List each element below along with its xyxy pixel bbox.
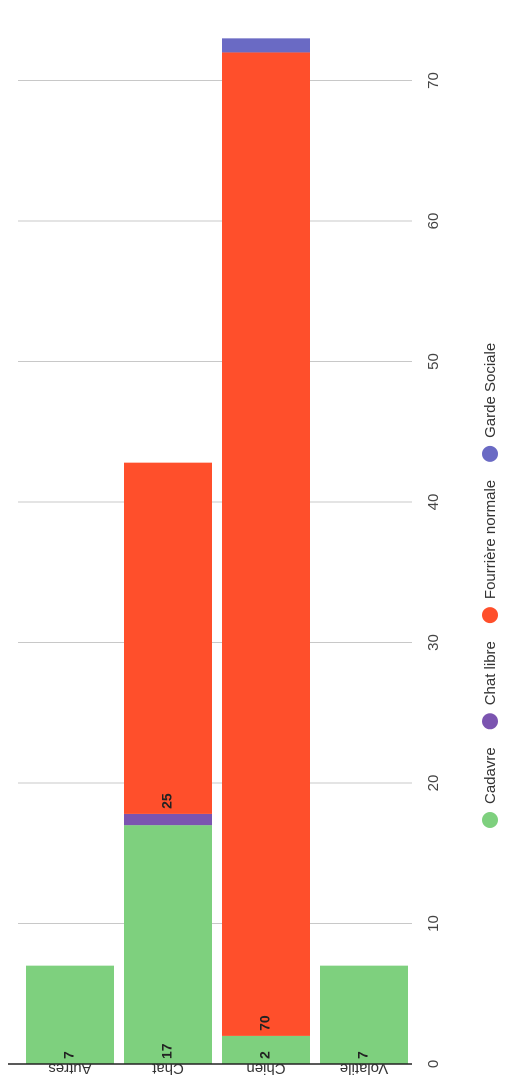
category-label-volatile: Volatile	[340, 1060, 388, 1077]
bar-chien-fourriere-normale	[222, 52, 310, 1036]
tick-label: 30	[425, 634, 442, 651]
legend-swatch	[482, 812, 498, 828]
bar-chat-fourriere-normale	[124, 462, 212, 814]
bar-autres-cadavre	[26, 965, 114, 1064]
data-label-chat-cadavre: 17	[159, 1043, 175, 1059]
category-label-autres: Autres	[48, 1060, 91, 1077]
bar-chat-cadavre	[124, 825, 212, 1064]
category-labels: Autres Chat Chien Volatile	[48, 1060, 388, 1077]
tick-label: 70	[425, 72, 442, 89]
bar-volatile-cadavre	[320, 965, 408, 1064]
tick-label: 10	[425, 915, 442, 932]
tick-labels: 0 10 20 30 40 50 60 70	[425, 72, 442, 1068]
legend-label: Garde Sociale	[482, 343, 499, 438]
tick-label: 50	[425, 353, 442, 370]
legend-item-fourriere-normale: Fourrière normale	[482, 480, 499, 624]
data-label-chat-fourriere-normale: 25	[159, 793, 175, 809]
legend-item-chat-libre: Chat libre	[482, 641, 499, 730]
category-label-chien: Chien	[246, 1060, 285, 1077]
legend-swatch	[482, 445, 498, 462]
bars	[26, 38, 408, 1064]
tick-label: 20	[425, 775, 442, 792]
legend-label: Chat libre	[482, 641, 499, 705]
data-label-chien-cadavre: 2	[257, 1051, 273, 1059]
data-label-autres-cadavre: 7	[61, 1051, 77, 1059]
legend: Cadavre Chat libre Fourrière normale Garde …	[482, 343, 499, 828]
legend-item-garde-sociale: Garde Sociale	[482, 343, 499, 462]
legend-swatch	[482, 713, 498, 730]
grid-lines	[18, 80, 412, 924]
tick-label: 40	[425, 494, 442, 511]
data-label-volatile-cadavre: 7	[355, 1051, 371, 1059]
bar-chien-cadavre	[222, 1035, 310, 1064]
legend-label: Fourrière normale	[482, 480, 499, 599]
bar-chien-garde-sociale	[222, 38, 310, 53]
legend-item-cadavre: Cadavre	[482, 747, 499, 828]
category-label-chat: Chat	[151, 1060, 184, 1077]
tick-label: 60	[425, 213, 442, 230]
bar-chat-chat-libre	[124, 813, 212, 826]
data-labels: 7 17 25 2 70 7	[61, 793, 371, 1059]
legend-label: Cadavre	[482, 747, 499, 804]
data-label-chien-fourriere-normale: 70	[257, 1015, 273, 1031]
legend-swatch	[482, 607, 498, 624]
tick-label: 0	[425, 1060, 442, 1068]
